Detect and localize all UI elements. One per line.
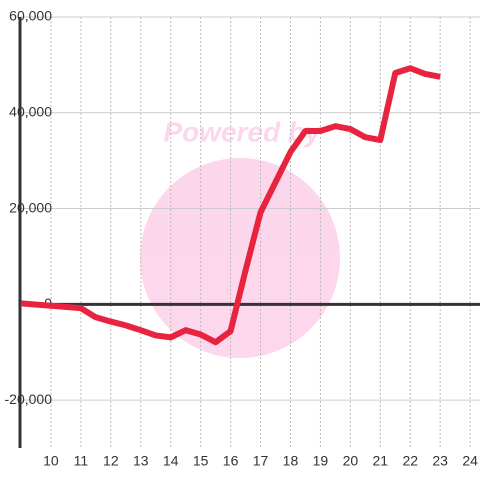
x-tick-label: 21: [373, 453, 389, 469]
x-tick-label: 14: [163, 453, 179, 469]
watermark: Powered by: [140, 116, 340, 358]
x-tick-label: 24: [462, 453, 478, 469]
x-tick-label: 20: [343, 453, 359, 469]
x-tick-label: 17: [253, 453, 269, 469]
y-tick-label: 60,000: [9, 8, 52, 24]
x-tick-label: 10: [43, 453, 59, 469]
x-tick-label: 12: [103, 453, 119, 469]
x-tick-label: 15: [193, 453, 209, 469]
x-tick-label: 18: [283, 453, 299, 469]
x-tick-label: 16: [223, 453, 239, 469]
x-tick-label: 22: [402, 453, 418, 469]
data-line: [20, 65, 441, 346]
y-tick-label: 20,000: [9, 199, 52, 215]
y-tick-label: 40,000: [9, 103, 52, 119]
x-tick-label: 19: [313, 453, 329, 469]
x-tick-label: 23: [432, 453, 448, 469]
y-tick-label: -20,000: [5, 391, 53, 407]
x-tick-label: 11: [74, 453, 89, 469]
x-tick-label: 13: [133, 453, 149, 469]
watermark-logo: [140, 158, 340, 358]
